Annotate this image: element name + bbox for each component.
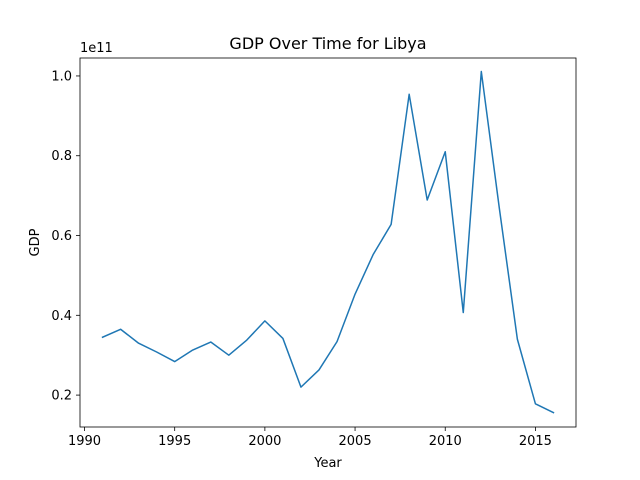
y-tick-label: 0.4 [51,309,72,324]
chart-title: GDP Over Time for Libya [229,34,426,53]
x-tick-label: 2000 [248,434,281,449]
x-tick-label: 2010 [429,434,462,449]
x-tick-label: 2015 [519,434,552,449]
y-tick-label: 0.6 [51,229,72,244]
x-tick-label: 1995 [158,434,191,449]
axis-ticks: 1990 1995 2000 2005 2010 2015 0.2 0.4 0.6 0.8 1.0 [51,69,552,449]
y-offset-label: 1e11 [80,41,113,56]
y-axis-label: GDP [28,228,43,256]
y-tick-label: 0.8 [51,149,72,164]
x-axis-label: Year [313,456,342,471]
plot-area [80,58,576,427]
plot-frame [79,57,577,428]
y-tick-label: 0.2 [51,389,72,404]
x-tick-label: 1990 [68,434,101,449]
series-line [101,70,555,414]
y-tick-label: 1.0 [51,69,72,84]
x-tick-label: 2005 [339,434,372,449]
